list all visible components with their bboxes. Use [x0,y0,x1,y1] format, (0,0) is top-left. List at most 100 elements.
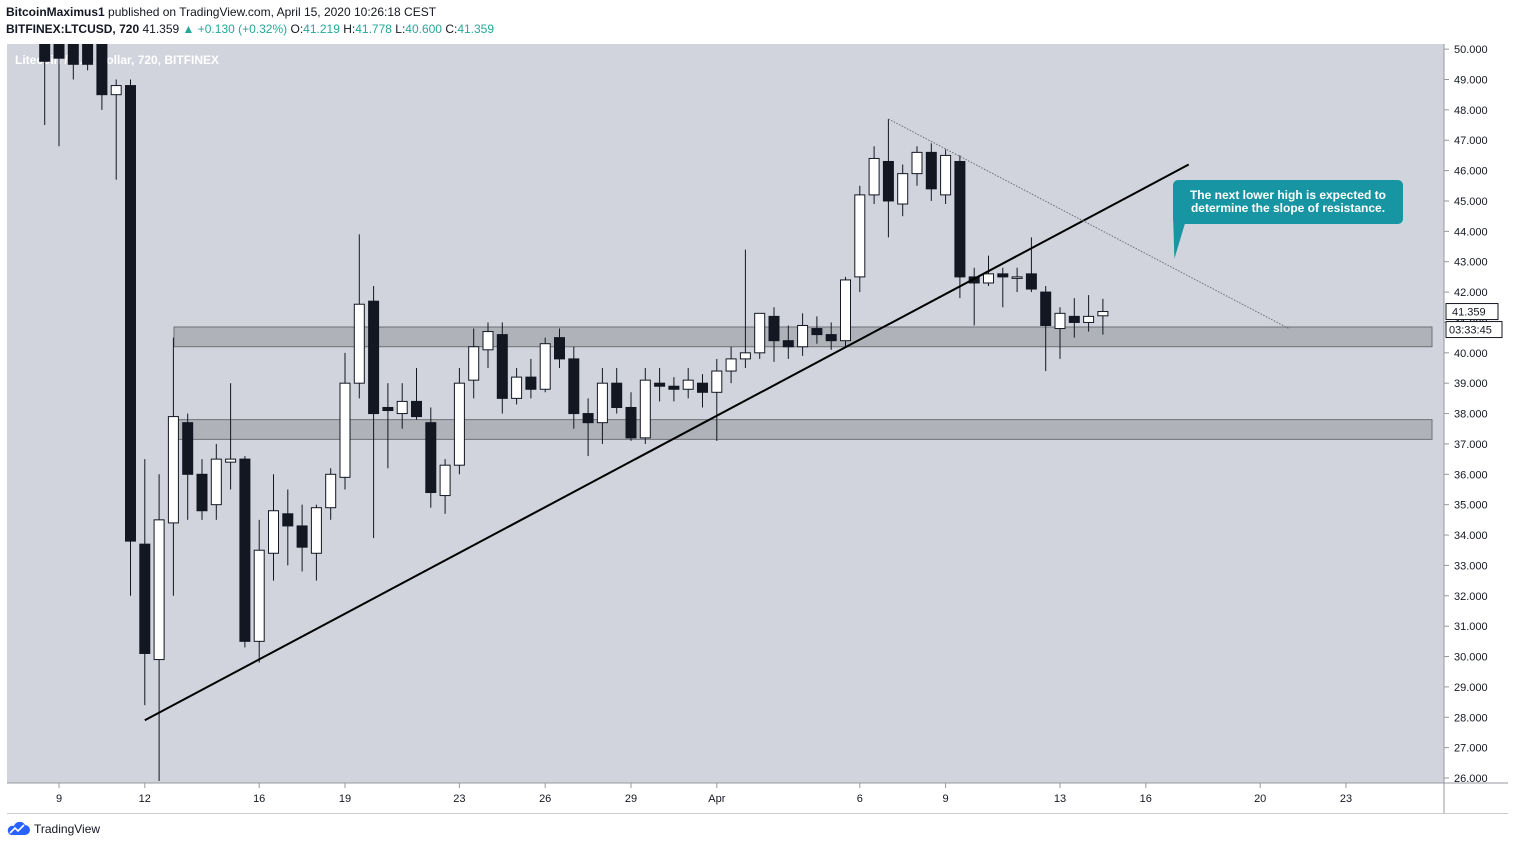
candle-body[interactable] [968,276,980,284]
candle-body[interactable] [310,507,322,554]
candle-body[interactable] [1083,315,1095,323]
candle-body[interactable] [1068,315,1080,323]
last-price: 41.359 [142,22,180,36]
candle-body[interactable] [425,422,437,494]
high-label: H: [343,22,356,36]
candle-body[interactable] [596,382,608,424]
candle-body[interactable] [511,376,523,399]
candle-body[interactable] [482,331,494,351]
y-tick-label: 36.000 [1454,469,1488,481]
candle-body[interactable] [582,413,594,424]
candle-body[interactable] [1097,311,1109,317]
candle-body[interactable] [1040,291,1052,326]
low-value: 40.600 [405,22,442,36]
y-tick-label: 31.000 [1454,621,1488,633]
y-tick-label: 40.000 [1454,348,1488,360]
candle-body[interactable] [811,328,823,336]
candle-body[interactable] [782,340,794,348]
candle-body[interactable] [840,279,851,342]
candle-body[interactable] [253,549,265,642]
candle-body[interactable] [110,85,122,96]
x-tick-label: 23 [453,793,465,805]
candle-body[interactable] [568,358,580,415]
candle-body[interactable] [339,382,351,478]
candle-body[interactable] [96,43,108,96]
candle-body[interactable] [825,334,837,342]
callout-text-line-1: The next lower high is expected to [1190,188,1386,202]
plot-area[interactable] [7,44,1444,783]
candle-body[interactable] [682,379,694,390]
ascending-trendline[interactable] [144,163,1190,722]
candle-body[interactable] [925,151,937,190]
candle-body[interactable] [954,160,966,278]
candle-body[interactable] [997,273,1009,278]
candle-body[interactable] [697,382,708,393]
candle-body[interactable] [554,337,565,360]
y-tick-label: 32.000 [1454,591,1488,603]
candle-body[interactable] [439,464,451,497]
time-axis[interactable] [7,783,1444,813]
candle-body[interactable] [611,382,623,408]
candle-body[interactable] [768,315,780,342]
candle-body[interactable] [225,458,237,463]
candle-body[interactable] [268,510,279,554]
candle-body[interactable] [153,519,165,661]
candle-body[interactable] [739,352,751,360]
candle-body[interactable] [711,370,723,393]
candle-body[interactable] [125,85,136,542]
candle-body[interactable] [296,525,308,548]
candle-body[interactable] [39,34,51,62]
candle-body[interactable] [53,43,65,59]
candle-body[interactable] [797,324,809,348]
candle-body[interactable] [353,303,365,384]
candle-body[interactable] [239,458,251,642]
candle-body[interactable] [325,473,337,509]
last-price-tag [1445,303,1499,321]
candle-body[interactable] [725,358,737,372]
candle-body[interactable] [854,194,866,278]
candle-body[interactable] [368,300,380,415]
candle-body[interactable] [496,334,508,399]
candle-body[interactable] [382,406,394,412]
candle-body[interactable] [139,543,151,654]
candle-body[interactable] [668,385,680,390]
tradingview-logo[interactable]: TradingView [6,822,100,836]
candle-body[interactable] [196,473,208,512]
y-tick-label: 29.000 [1454,682,1488,694]
chart-watermark: Litecoin / U.S. Dollar, 720, BITFINEX [15,53,219,67]
candle-body[interactable] [983,273,994,284]
candle-body[interactable] [868,157,880,196]
x-tick-label: 9 [943,793,949,805]
candle-body[interactable] [625,406,637,439]
candle-body[interactable] [396,400,408,415]
candle-body[interactable] [1025,273,1037,290]
candle-body[interactable] [468,346,480,381]
candle-body[interactable] [897,173,909,205]
candle-body[interactable] [940,154,952,196]
price-axis[interactable] [1444,44,1508,813]
candle-body[interactable] [654,382,666,387]
support-zone[interactable] [173,419,1433,440]
x-tick-label: 29 [625,793,637,805]
candle-body[interactable] [525,376,537,390]
candle-body[interactable] [453,382,465,466]
y-tick-label: 46.000 [1454,166,1488,178]
candle-body[interactable] [911,151,923,175]
candle-body[interactable] [67,34,79,65]
candle-body[interactable] [539,343,551,390]
descending-resistance-line[interactable] [888,118,1290,329]
candle-body[interactable] [1011,276,1023,279]
candle-body[interactable] [282,513,294,527]
candle-body[interactable] [882,160,894,202]
y-tick-label: 30.000 [1454,652,1488,664]
candle-body[interactable] [754,312,766,354]
candle-body[interactable] [182,422,194,475]
author-name[interactable]: BitcoinMaximus1 [6,5,105,19]
candle-body[interactable] [1054,312,1066,330]
candle-body[interactable] [411,400,422,418]
candle-body[interactable] [639,379,651,439]
candle-body[interactable] [167,416,179,524]
candle-body[interactable] [210,458,222,506]
candle-body[interactable] [82,34,94,65]
